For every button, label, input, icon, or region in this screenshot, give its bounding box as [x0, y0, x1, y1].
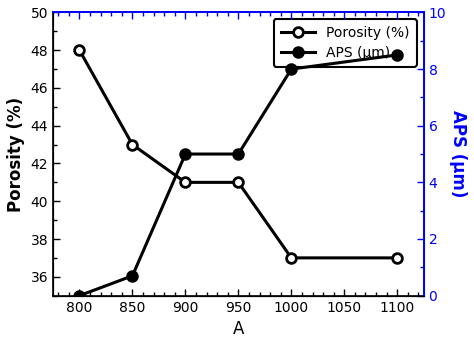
Porosity (%) [236, 180, 241, 185]
Legend: Porosity (%), APS (μm): Porosity (%), APS (μm) [273, 19, 417, 67]
APS (μm) [182, 152, 188, 156]
APS (μm) [394, 53, 400, 57]
Porosity (%) [289, 256, 294, 260]
Porosity (%) [77, 48, 82, 52]
APS (μm) [236, 152, 241, 156]
APS (μm) [129, 274, 135, 278]
Y-axis label: APS (μm): APS (μm) [449, 110, 467, 198]
Line: APS (μm): APS (μm) [74, 50, 402, 300]
Porosity (%) [182, 180, 188, 185]
APS (μm) [77, 294, 82, 298]
Porosity (%) [394, 256, 400, 260]
APS (μm) [289, 67, 294, 71]
Line: Porosity (%): Porosity (%) [74, 45, 402, 263]
Porosity (%) [129, 142, 135, 147]
Y-axis label: Porosity (%): Porosity (%) [7, 97, 25, 211]
X-axis label: A: A [233, 320, 244, 338]
